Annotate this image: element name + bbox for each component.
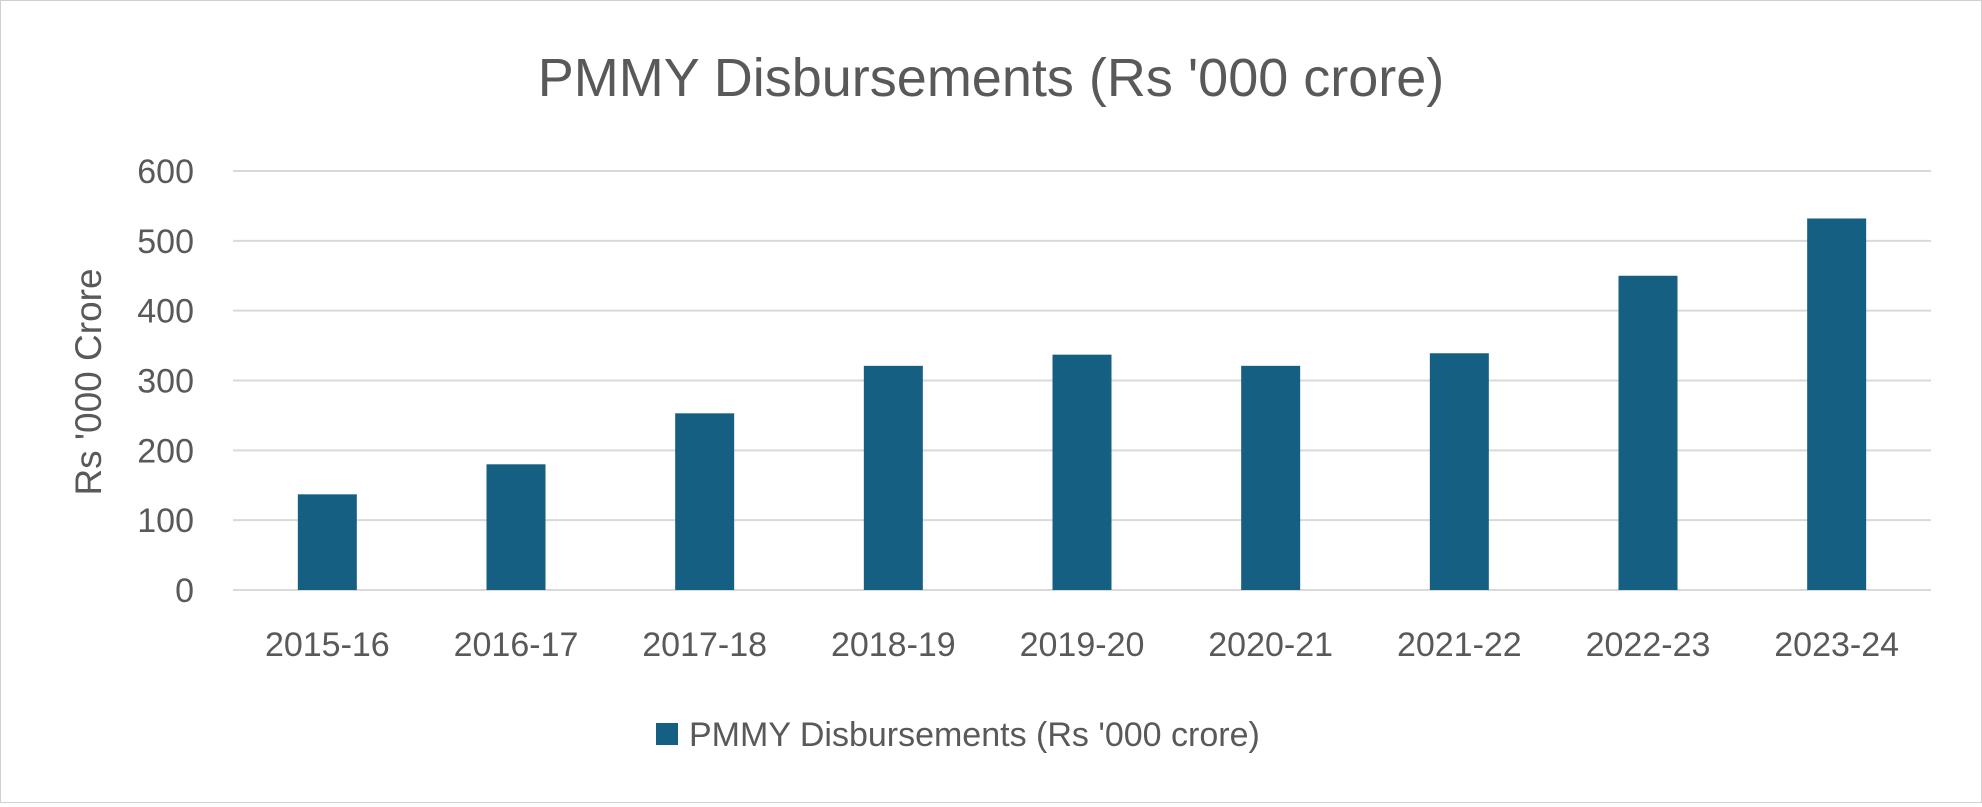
legend-label: PMMY Disbursements (Rs '000 crore) — [689, 716, 1260, 754]
y-tick-label: 200 — [137, 432, 194, 470]
y-tick-label: 600 — [137, 153, 194, 191]
x-tick-label: 2023-24 — [1774, 626, 1899, 664]
y-tick-label: 0 — [175, 572, 194, 610]
bar-2015-16 — [297, 494, 357, 590]
bar-2020-21 — [1241, 365, 1301, 590]
y-tick-label: 500 — [137, 223, 194, 261]
chart-title: PMMY Disbursements (Rs '000 crore) — [538, 48, 1445, 108]
legend-swatch — [656, 723, 678, 745]
x-tick-label: 2016-17 — [454, 626, 579, 664]
bars — [297, 218, 1867, 590]
bar-2023-24 — [1807, 218, 1867, 590]
x-tick-label: 2021-22 — [1397, 626, 1522, 664]
legend: PMMY Disbursements (Rs '000 crore) — [656, 716, 1260, 754]
y-tick-label: 400 — [137, 293, 194, 331]
bar-2022-23 — [1618, 275, 1678, 590]
y-axis-label: Rs '000 Crore — [68, 268, 109, 495]
x-tick-label: 2020-21 — [1208, 626, 1333, 664]
y-tick-label: 300 — [137, 363, 194, 401]
y-tick-label: 100 — [137, 502, 194, 540]
bar-2019-20 — [1052, 354, 1112, 590]
x-tick-label: 2019-20 — [1020, 626, 1145, 664]
x-tick-label: 2017-18 — [642, 626, 767, 664]
bar-2018-19 — [863, 365, 923, 590]
x-tick-label: 2015-16 — [265, 626, 390, 664]
y-axis-ticks: 0 100 200 300 400 500 600 — [137, 153, 194, 610]
bar-2016-17 — [486, 464, 546, 590]
x-tick-label: 2018-19 — [831, 626, 956, 664]
x-tick-label: 2022-23 — [1586, 626, 1711, 664]
bar-2021-22 — [1429, 353, 1489, 590]
bar-2017-18 — [675, 413, 735, 590]
x-axis-ticks: 2015-16 2016-17 2017-18 2018-19 2019-20 2020-… — [265, 626, 1899, 664]
